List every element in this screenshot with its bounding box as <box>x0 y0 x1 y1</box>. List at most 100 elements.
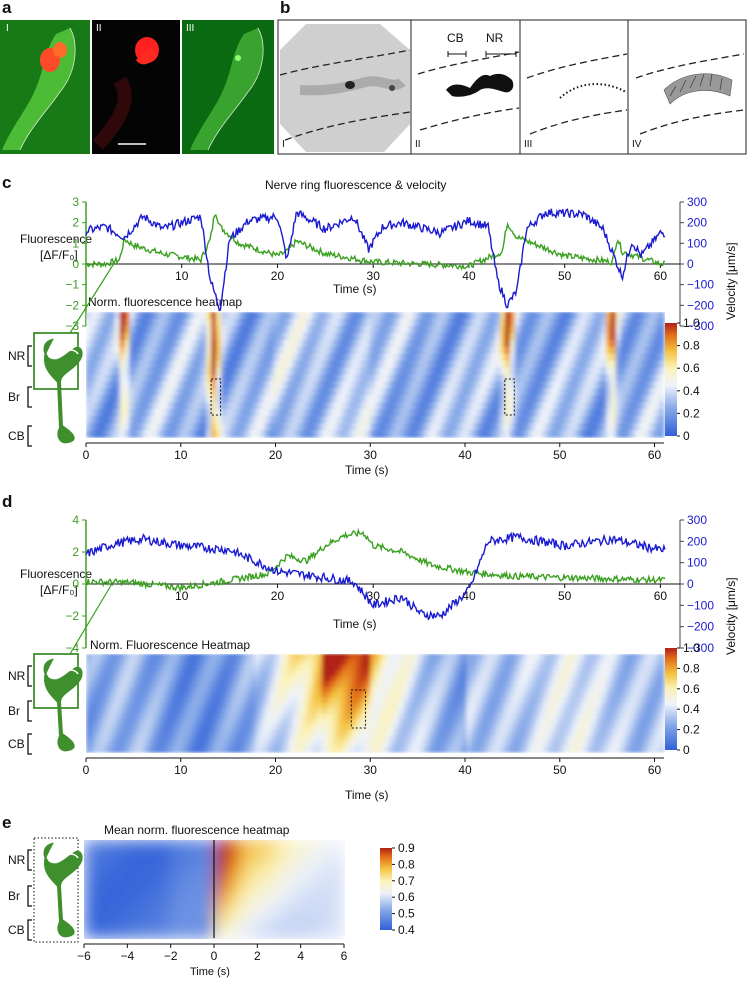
e-heatmap-x-tick-label: 4 <box>297 949 304 963</box>
e-heatmap-plot: −6 −4 −2 0 2 4 6 <box>77 840 348 963</box>
panel-c-heatmap-title: Norm. fluorescence heatmap <box>88 295 243 309</box>
d-heatmap-x-tick-label: 20 <box>269 763 283 777</box>
c-region-bracket <box>27 345 32 367</box>
d-heatmap-cells <box>86 654 665 753</box>
straightened-iv <box>663 73 733 105</box>
panel-d-xlabel: Time (s) <box>333 617 377 631</box>
c-region-nr: NR <box>8 349 26 363</box>
c-region-bracket <box>27 425 32 447</box>
c-trace-left-tick-label: −2 <box>65 298 79 312</box>
e-worm-body <box>43 842 83 938</box>
c-worm-body <box>43 338 83 444</box>
d-trace-left-tick-label: 0 <box>72 577 79 591</box>
c-trace-x-tick-label: 30 <box>367 269 381 283</box>
sub-label-a-ii: II <box>96 23 102 34</box>
panel-e-label: e <box>2 813 12 832</box>
panel-d-label: d <box>2 492 13 511</box>
c-heatmap-x-tick-label: 50 <box>553 448 567 462</box>
d-trace-right-tick-label: 200 <box>687 534 707 548</box>
c-region-br: Br <box>8 390 20 404</box>
e-colorbar-label: 0.8 <box>398 857 415 871</box>
d-trace-x-tick-label: 20 <box>271 589 285 603</box>
c-region-cb: CB <box>8 429 25 443</box>
e-colorbar-label: 0.9 <box>398 841 415 855</box>
d-trace-x-tick-label: 50 <box>558 589 572 603</box>
c-trace-x-tick-label: 10 <box>175 269 189 283</box>
panel-e-xlabel: Time (s) <box>190 966 230 978</box>
c-heatmap-x-tick-label: 40 <box>458 448 472 462</box>
c-trace-right-tick-label: −300 <box>687 319 714 333</box>
e-heatmap-x-tick-label: −2 <box>164 949 178 963</box>
d-region-bracket <box>27 733 32 755</box>
c-trace-right-tick-label: −200 <box>687 298 714 312</box>
e-worm-ring <box>49 849 79 859</box>
sub-label-a-iii: III <box>186 23 195 34</box>
e-region-bracket <box>27 885 32 907</box>
d-trace-x-tick-label: 10 <box>175 589 189 603</box>
c-trace-x-tick-label: 20 <box>271 269 285 283</box>
d-trace-left-tick-label: 2 <box>72 545 79 559</box>
d-trace-left-tick-label: 4 <box>72 513 79 527</box>
d-colorbar-label: 0.6 <box>683 682 700 696</box>
c-trace-left-tick-label: 1 <box>72 236 79 250</box>
e-heatmap-x-tick-label: 6 <box>341 949 348 963</box>
c-trace-x-tick-label: 40 <box>462 269 476 283</box>
c-trace-fluorescence-line <box>85 214 666 271</box>
c-highlight-box <box>504 378 515 416</box>
panel-a-label: a <box>2 0 12 17</box>
d-heatmap-x-tick-label: 0 <box>83 763 90 777</box>
c-heatmap-x-tick-label: 10 <box>174 448 188 462</box>
d-colorbar-label: 0.8 <box>683 661 700 675</box>
sub-label-b-iv: IV <box>632 139 642 150</box>
e-heatmap-cells <box>84 840 345 939</box>
e-region-br: Br <box>8 889 20 903</box>
e-colorbar-label: 0.5 <box>398 907 415 921</box>
e-heatmap-x-tick-label: 0 <box>211 949 218 963</box>
e-region-bracket <box>27 849 32 871</box>
c-colorbar: 1.0 0.8 0.6 0.4 0.2 0 <box>665 316 700 443</box>
c-trace-left-tick-label: −1 <box>65 278 79 292</box>
d-heatmap-plot: 0 10 20 30 40 50 60 <box>83 654 665 777</box>
e-heatmap-x-tick-label: −6 <box>77 949 91 963</box>
panel-d-ylabel-left-2: [ΔF/F₀] <box>40 583 78 597</box>
d-trace-left-tick-label: −4 <box>65 641 79 655</box>
d-region-nr: NR <box>8 669 26 683</box>
c-colorbar-label: 0.6 <box>683 361 700 375</box>
d-colorbar-label: 1.0 <box>683 641 700 655</box>
d-trace-x-tick-label: 40 <box>462 589 476 603</box>
c-colorbar-label: 0 <box>683 429 690 443</box>
e-region-bracket <box>27 919 32 941</box>
d-worm-ring <box>49 665 79 675</box>
d-trace-right-tick-label: 300 <box>687 513 707 527</box>
e-colorbar-label: 0.4 <box>398 923 415 937</box>
panel-e-heatmap-title: Mean norm. fluorescence heatmap <box>104 823 290 837</box>
c-trace-right-tick-label: 300 <box>687 195 707 209</box>
c-colorbar-gradient <box>665 323 677 436</box>
c-trace-x-tick-label: 60 <box>654 269 668 283</box>
sub-label-a-i: I <box>6 23 9 34</box>
panel-c-ylabel-left-2: [ΔF/F₀] <box>40 248 78 262</box>
d-heatmap-x-tick-label: 50 <box>553 763 567 777</box>
d-heatmap-x-tick-label: 10 <box>174 763 188 777</box>
d-heatmap-x-tick-label: 40 <box>458 763 472 777</box>
centerline-iii <box>559 83 627 99</box>
d-trace-x-tick-label: 60 <box>654 589 668 603</box>
c-trace-right-tick-label: 0 <box>687 257 694 271</box>
e-colorbar: 0.9 0.8 0.7 0.6 0.5 0.4 <box>380 841 415 937</box>
c-colorbar-label: 0.4 <box>683 384 700 398</box>
e-region-nr: NR <box>8 853 26 867</box>
c-heatmap-cells <box>86 312 665 438</box>
segmentation-ii <box>446 73 514 97</box>
d-heatmap-x-tick-label: 60 <box>648 763 662 777</box>
panel-d-heatmap-xlabel: Time (s) <box>345 788 389 802</box>
panel-c-label: c <box>2 173 12 192</box>
e-worm-diagram: NR Br CB <box>8 842 83 941</box>
c-worm-diagram: NR Br CB <box>8 338 83 447</box>
d-trace-fluorescence-line <box>85 527 666 593</box>
d-region-cb: CB <box>8 737 25 751</box>
panel-d-heatmap-title: Norm. Fluorescence Heatmap <box>90 638 251 652</box>
c-heatmap-x-tick-label: 20 <box>269 448 283 462</box>
